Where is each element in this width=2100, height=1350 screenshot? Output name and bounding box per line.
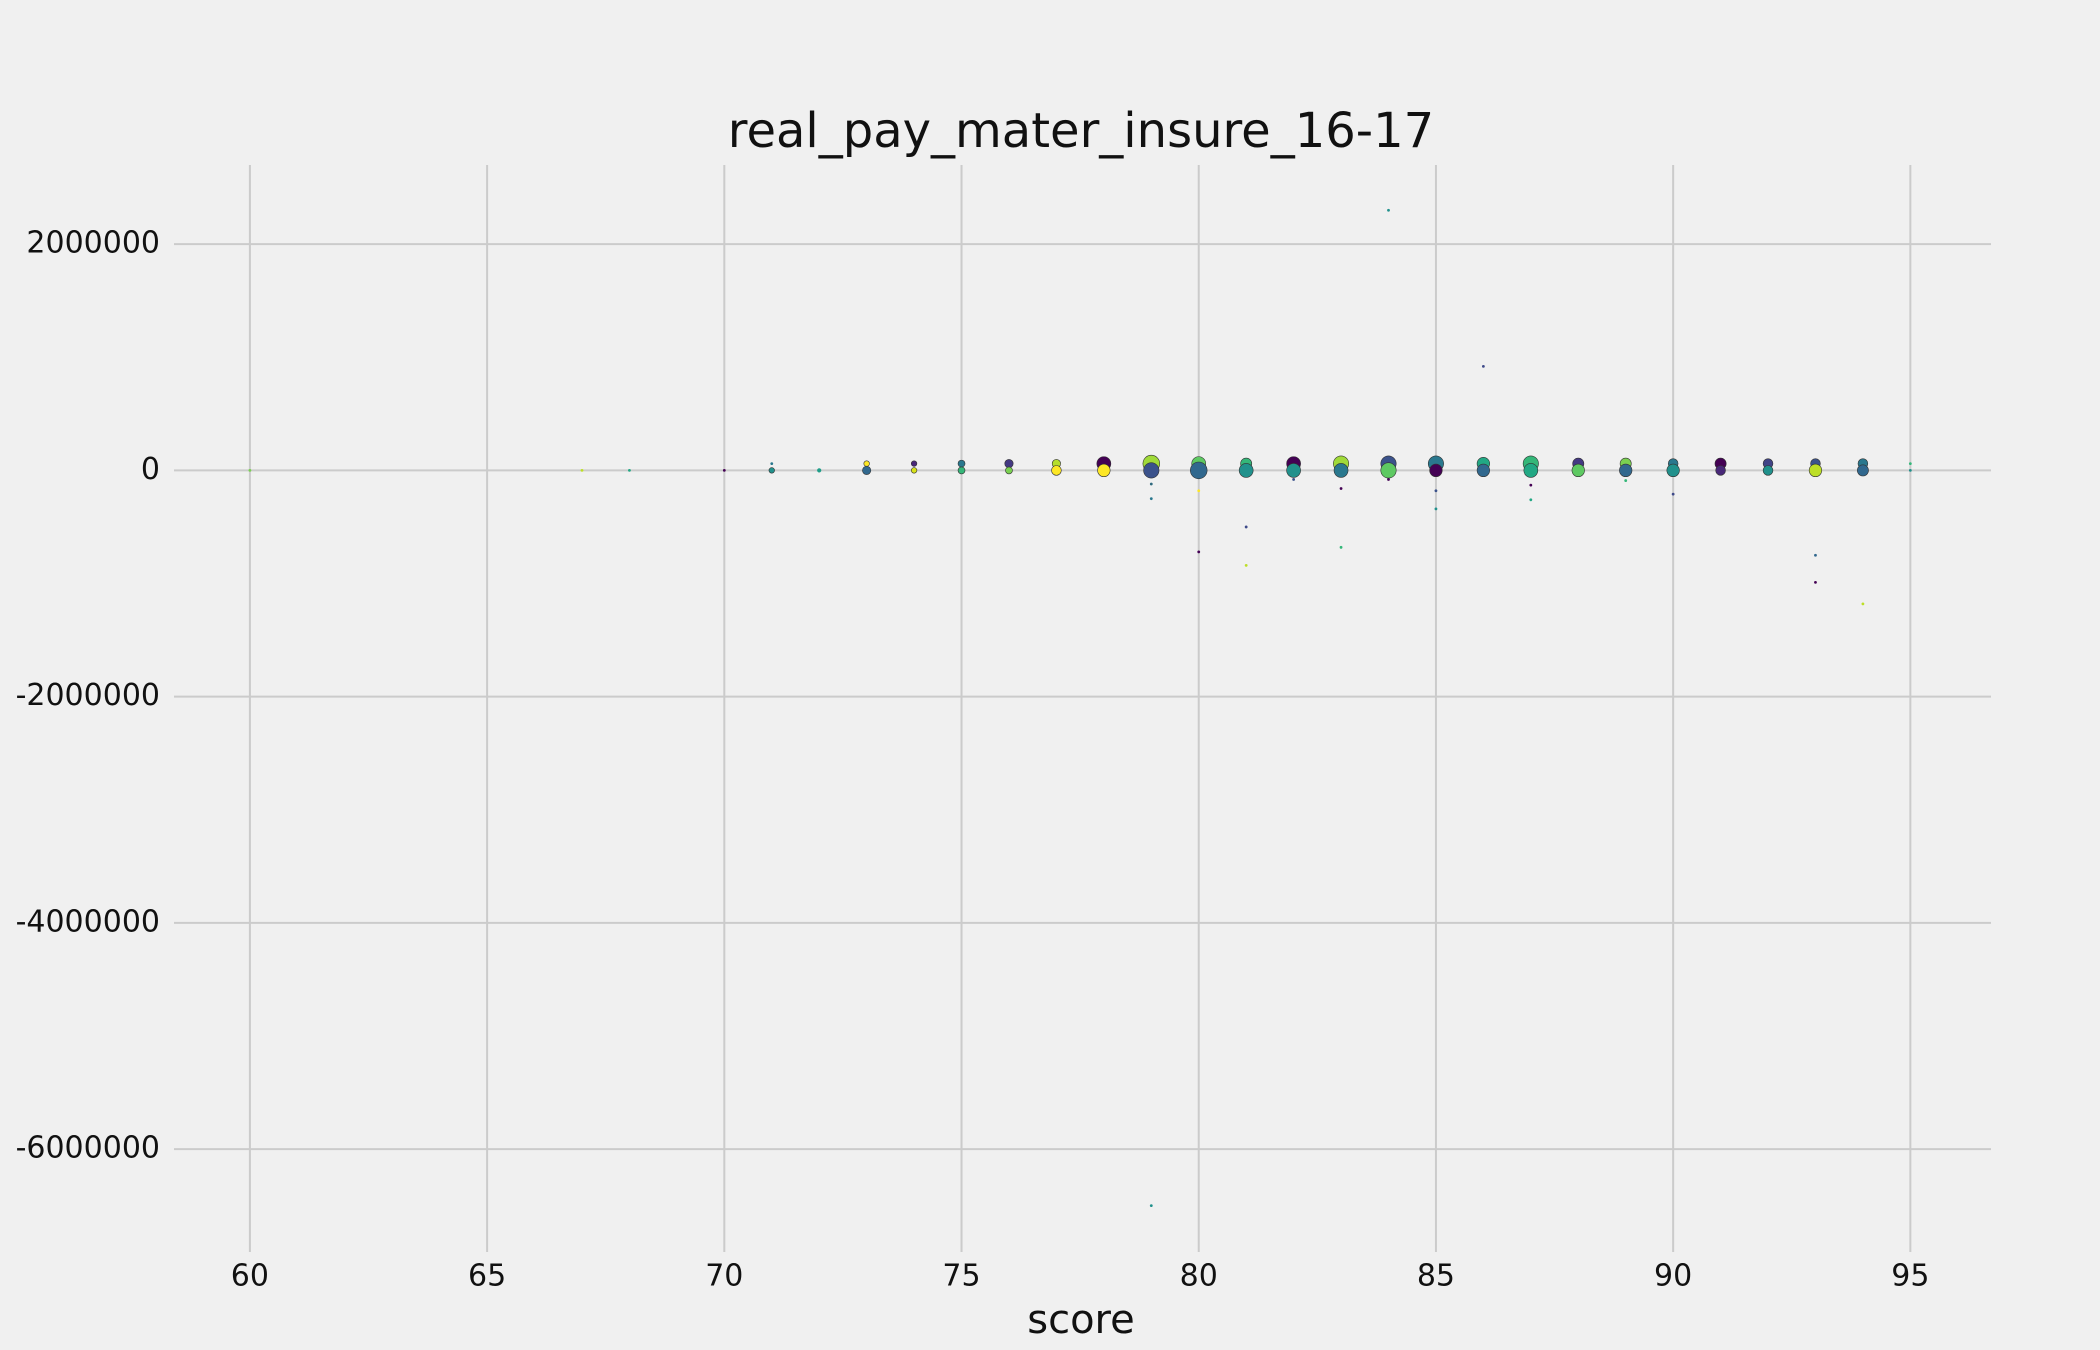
- y-tick-label: 2000000: [26, 226, 160, 261]
- point: [1244, 564, 1248, 567]
- point: [1762, 465, 1774, 476]
- point: [1244, 525, 1248, 529]
- point: [1715, 465, 1726, 476]
- x-tick-label: 85: [1417, 1259, 1455, 1294]
- point: [1429, 463, 1443, 478]
- x-axis-label: score: [1027, 1297, 1134, 1343]
- x-tick-label: 60: [231, 1259, 269, 1294]
- grid: [174, 165, 1991, 1252]
- point: [1339, 545, 1343, 549]
- point: [722, 469, 726, 472]
- point: [1286, 463, 1301, 478]
- point: [628, 469, 631, 472]
- x-tick-label: 80: [1180, 1259, 1218, 1294]
- marks: [248, 208, 1912, 1208]
- y-tick-label: 0: [141, 452, 160, 487]
- point: [770, 462, 774, 466]
- point: [1387, 478, 1390, 481]
- point: [817, 468, 822, 473]
- point: [1333, 463, 1349, 478]
- point: [957, 466, 966, 475]
- point: [248, 469, 252, 472]
- point: [1908, 462, 1912, 466]
- point: [1149, 497, 1153, 501]
- point: [1149, 1204, 1153, 1208]
- point: [1523, 463, 1539, 478]
- point: [1861, 602, 1865, 606]
- point: [1908, 469, 1912, 472]
- x-tick-label: 75: [942, 1259, 980, 1294]
- point: [1666, 463, 1680, 478]
- point: [1339, 487, 1343, 490]
- y-tick-label: -2000000: [16, 678, 160, 713]
- point: [910, 460, 918, 467]
- point: [1857, 464, 1869, 477]
- point: [1380, 462, 1397, 479]
- point: [1814, 553, 1817, 557]
- point: [1097, 463, 1111, 478]
- point: [863, 460, 870, 467]
- point: [1197, 489, 1201, 493]
- point: [1434, 507, 1438, 511]
- x-tick-label: 70: [705, 1259, 743, 1294]
- point: [1387, 208, 1390, 212]
- point: [1004, 459, 1014, 469]
- x-tick-label: 90: [1654, 1259, 1692, 1294]
- point: [1619, 463, 1633, 478]
- point: [1476, 463, 1490, 478]
- y-tick-label: -4000000: [16, 904, 160, 939]
- point: [1671, 492, 1675, 496]
- point: [1529, 483, 1533, 487]
- x-tick-label: 95: [1891, 1259, 1929, 1294]
- point: [1051, 465, 1062, 476]
- point: [1814, 580, 1817, 584]
- chart-title: real_pay_mater_insure_16-17: [728, 103, 1434, 159]
- point: [1149, 482, 1153, 486]
- point: [1005, 466, 1013, 475]
- point: [1481, 364, 1485, 368]
- point: [580, 469, 584, 472]
- x-tick-label: 65: [468, 1259, 506, 1294]
- point: [768, 467, 775, 474]
- point: [1197, 550, 1201, 554]
- point: [1571, 463, 1585, 478]
- point: [910, 467, 918, 474]
- point: [1292, 478, 1296, 481]
- point: [1808, 463, 1823, 478]
- point: [1434, 489, 1438, 493]
- point: [957, 459, 966, 468]
- point: [1190, 461, 1208, 480]
- point: [862, 465, 872, 475]
- point: [1143, 462, 1160, 479]
- point: [1238, 463, 1254, 478]
- point: [1624, 479, 1628, 482]
- point: [1529, 498, 1533, 502]
- y-tick-label: -6000000: [16, 1131, 160, 1166]
